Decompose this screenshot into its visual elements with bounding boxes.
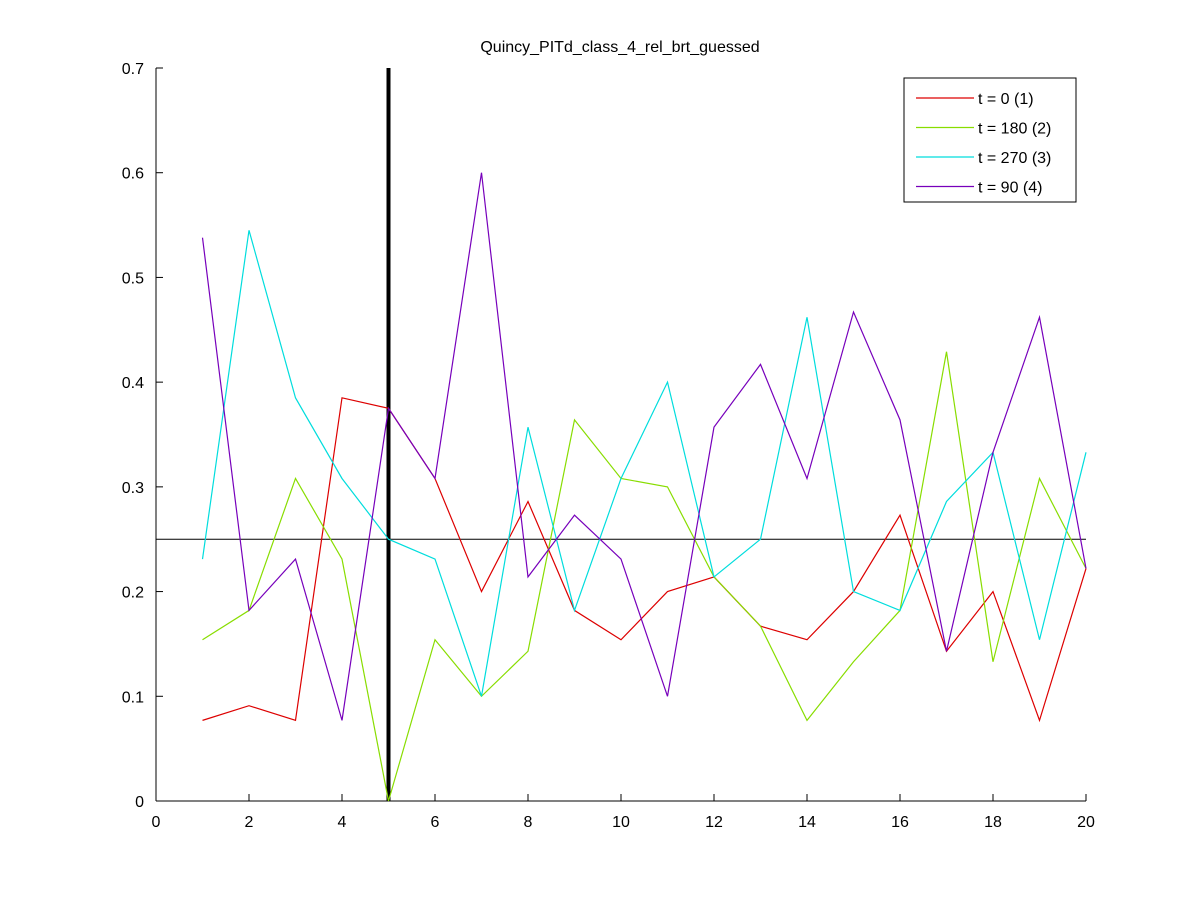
series-line-1 <box>202 397 1087 723</box>
y-tick-label: 0.4 <box>122 375 144 392</box>
y-tick-label: 0.5 <box>122 270 144 287</box>
x-tick-label: 18 <box>984 814 1002 831</box>
y-tick-label: 0 <box>135 794 144 811</box>
series-line-3 <box>201 230 1087 697</box>
series-line-2 <box>202 351 1087 802</box>
x-tick-label: 20 <box>1077 814 1095 831</box>
x-tick-label: 16 <box>891 814 909 831</box>
legend-box <box>903 77 1077 203</box>
x-tick-label: 12 <box>705 814 723 831</box>
x-tick-label: 14 <box>798 814 816 831</box>
x-tick-label: 2 <box>245 814 254 831</box>
x-tick-label: 6 <box>431 814 440 831</box>
y-tick-label: 0.1 <box>122 689 144 706</box>
y-tick-label: 0.2 <box>122 585 144 602</box>
x-tick-label: 4 <box>338 814 347 831</box>
series-line-4 <box>201 172 1087 721</box>
legend-label-3: t = 270 (3) <box>978 150 1051 167</box>
y-tick-label: 0.6 <box>122 166 144 183</box>
y-tick-label: 0.7 <box>122 61 144 78</box>
legend-label-1: t = 0 (1) <box>978 91 1034 108</box>
x-tick-label: 8 <box>524 814 533 831</box>
legend-label-4: t = 90 (4) <box>978 180 1042 197</box>
chart-title: Quincy_PITd_class_4_rel_brt_guessed <box>480 39 759 56</box>
x-tick-label: 10 <box>612 814 630 831</box>
legend-label-2: t = 180 (2) <box>978 121 1051 138</box>
y-tick-label: 0.3 <box>122 480 144 497</box>
x-tick-label: 0 <box>152 814 161 831</box>
